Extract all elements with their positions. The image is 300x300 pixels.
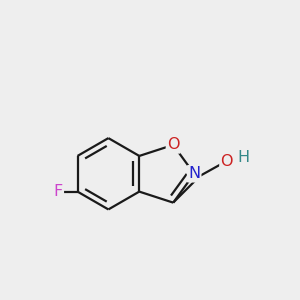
Text: H: H (237, 150, 249, 165)
Text: N: N (188, 166, 200, 181)
Text: O: O (167, 137, 179, 152)
Text: O: O (220, 154, 233, 169)
Text: F: F (54, 184, 63, 199)
